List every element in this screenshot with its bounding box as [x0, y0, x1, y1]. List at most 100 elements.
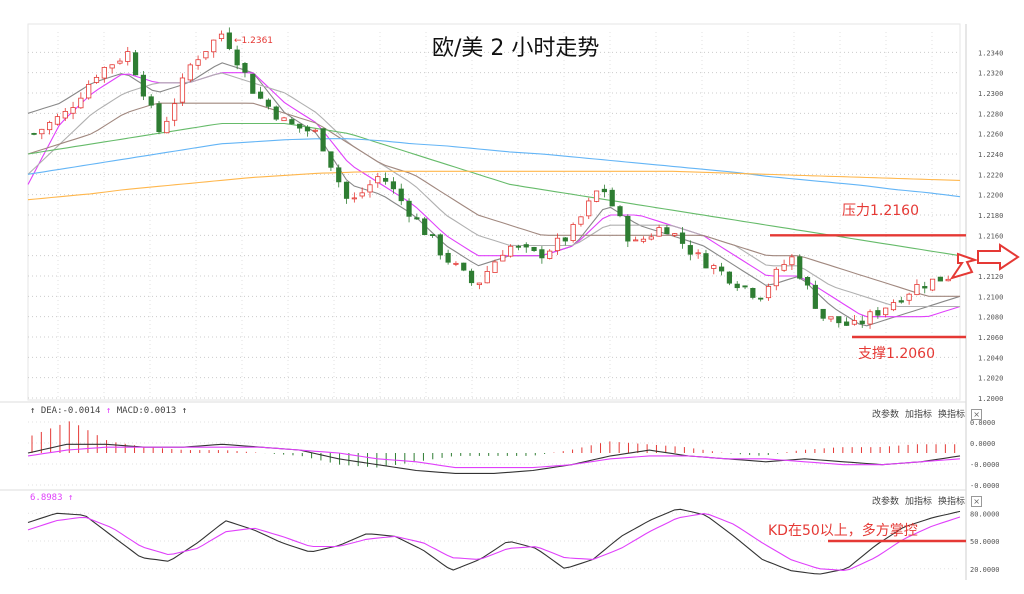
price-tick-label: 1.2160	[978, 232, 1003, 240]
macd-dea-line	[27, 446, 961, 469]
candle-up	[500, 254, 506, 262]
candle-up	[781, 264, 787, 271]
candle-up	[281, 117, 287, 122]
candle-down	[836, 316, 842, 324]
price-tick-label: 1.2340	[978, 49, 1003, 57]
candle-up	[117, 60, 123, 64]
candle-down	[726, 271, 733, 284]
candle-up	[109, 64, 115, 69]
candle-down	[343, 181, 350, 199]
kd-switch-indicator-button[interactable]: 换指标	[938, 497, 966, 507]
macd-add-indicator-button[interactable]: 加指标	[905, 410, 933, 420]
candle-up	[70, 107, 76, 114]
candle-down	[898, 300, 904, 303]
macd-switch-indicator-button[interactable]: 换指标	[938, 410, 966, 420]
candle-down	[468, 270, 475, 284]
candle-down	[562, 237, 568, 242]
macd-close-button[interactable]: ×	[971, 409, 983, 420]
candle-down	[922, 286, 928, 289]
kd-header: 6.8983 ↑	[30, 493, 73, 503]
chart-title: 欧/美 2 小时走势	[432, 36, 600, 61]
candle-up	[906, 293, 912, 301]
candle-up	[375, 176, 381, 184]
candle-down	[422, 218, 428, 236]
macd-edit-params-button[interactable]: 改参数	[872, 410, 900, 420]
candle-down	[445, 252, 451, 263]
candle-down	[320, 128, 326, 152]
candle-up	[86, 84, 92, 99]
candle-up	[211, 39, 217, 53]
candle-up	[929, 278, 936, 291]
candle-down	[336, 167, 342, 183]
candle-up	[359, 192, 365, 197]
candle-down	[234, 49, 240, 66]
candle-up	[633, 239, 639, 242]
candle-up	[586, 200, 592, 217]
price-tick-label: 1.2120	[978, 273, 1003, 281]
candle-up	[492, 261, 498, 273]
candle-up	[914, 284, 920, 296]
kd-k-line	[27, 508, 961, 575]
candle-down	[31, 133, 37, 135]
candle-down	[758, 297, 764, 300]
candle-up	[54, 116, 61, 125]
candle-down	[429, 234, 436, 236]
candle-down	[601, 188, 607, 193]
ma-line-ma-green	[27, 122, 961, 257]
candle-down	[617, 206, 623, 217]
support-label: 支撑1.2060	[858, 346, 935, 362]
candle-down	[297, 123, 303, 129]
candle-down	[406, 200, 412, 217]
candle-up	[711, 265, 717, 269]
candle-up	[39, 128, 45, 135]
price-tick-label: 1.2020	[978, 375, 1003, 383]
kd-close-button[interactable]: ×	[971, 496, 983, 507]
kd-edit-params-button[interactable]: 改参数	[872, 497, 900, 507]
macd-dif-line	[27, 443, 961, 474]
candle-down	[383, 177, 389, 182]
candle-up	[883, 307, 889, 316]
kd-add-indicator-button[interactable]: 加指标	[905, 497, 933, 507]
candle-down	[523, 244, 529, 248]
macd-tick-label: 0.0000	[970, 419, 995, 427]
candle-up	[867, 311, 873, 325]
candle-up	[476, 282, 482, 286]
candle-up	[570, 224, 576, 241]
candle-down	[679, 232, 686, 244]
candle-down	[687, 245, 693, 255]
candle-up	[695, 252, 701, 255]
candle-up	[672, 233, 678, 236]
candle-down	[797, 256, 803, 279]
kd-tick-label: 80.0000	[970, 510, 1000, 518]
candle-down	[390, 181, 397, 190]
candle-up	[218, 33, 225, 39]
candle-up	[172, 103, 178, 121]
price-tick-label: 1.2300	[978, 90, 1003, 98]
price-tick-label: 1.2320	[978, 70, 1003, 78]
candle-down	[461, 262, 467, 271]
candle-up	[203, 51, 209, 59]
kd-annotation: KD在50以上，多方掌控	[768, 523, 918, 539]
price-tick-label: 1.2280	[978, 110, 1003, 118]
candle-up	[351, 197, 357, 200]
candle-up	[851, 320, 858, 325]
candle-up	[554, 237, 561, 252]
candle-down	[820, 308, 826, 319]
candle-down	[414, 217, 420, 220]
candle-down	[804, 277, 811, 286]
candle-up	[164, 120, 170, 134]
high-marker-label: ←1.2361	[234, 36, 274, 46]
macd-marker-icon: ↑	[105, 406, 112, 416]
candle-down	[515, 245, 522, 248]
candle-up	[593, 190, 600, 202]
price-tick-label: 1.2040	[978, 354, 1003, 362]
candle-up	[765, 286, 772, 299]
candle-up	[187, 64, 193, 81]
candle-down	[531, 246, 537, 251]
candle-up	[945, 278, 951, 282]
candle-up	[640, 238, 647, 242]
candle-down	[742, 285, 748, 288]
candle-down	[398, 188, 404, 202]
candle-down	[437, 234, 443, 256]
price-tick-label: 1.2060	[978, 334, 1003, 342]
